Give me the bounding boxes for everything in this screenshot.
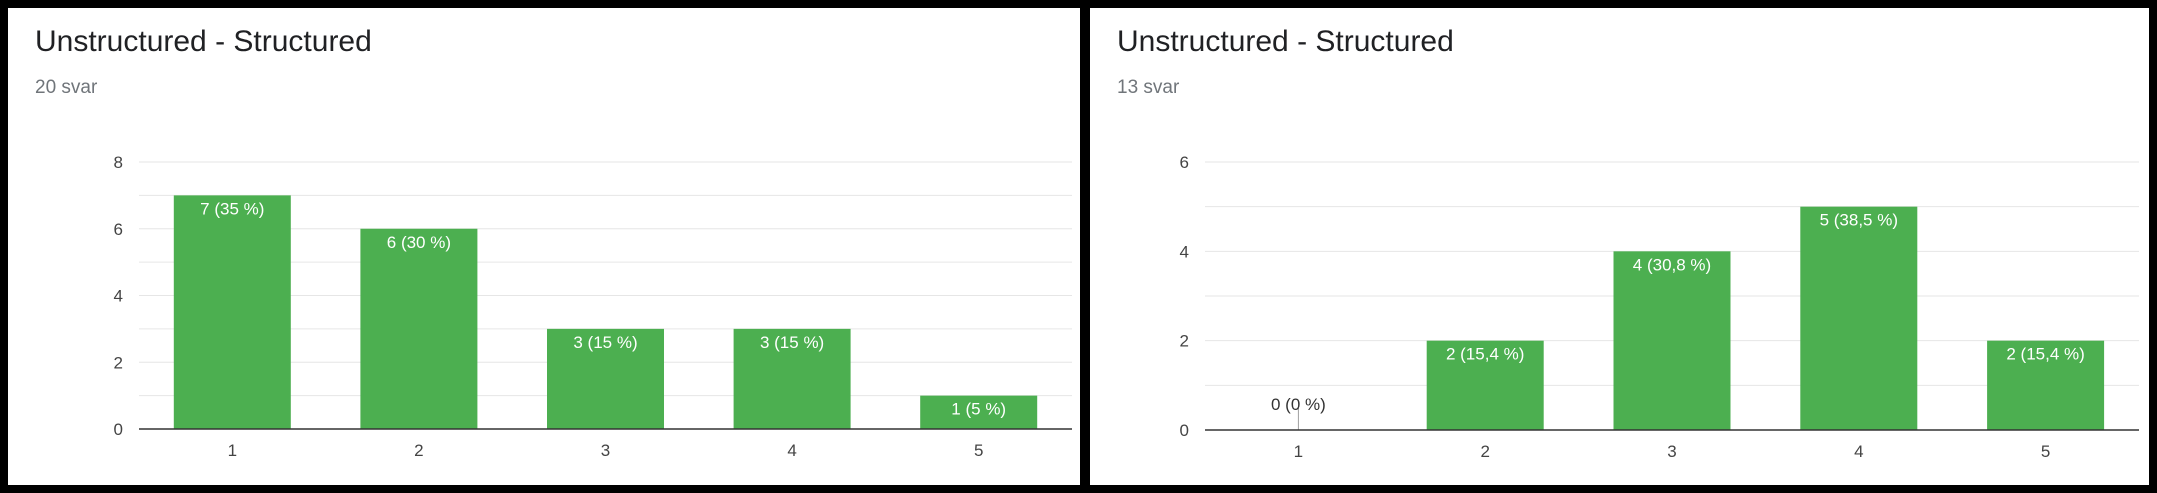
bar	[1800, 206, 1918, 430]
bar-data-label: 1 (5 %)	[951, 400, 1006, 419]
bar-data-label: 5 (38,5 %)	[1820, 211, 1898, 230]
x-tick-label: 3	[601, 441, 610, 460]
x-tick-label: 5	[974, 441, 983, 460]
response-count: 13 svar	[1117, 77, 1180, 98]
chart-title: Unstructured - Structured	[1117, 25, 1454, 58]
bar	[733, 328, 851, 429]
x-tick-label: 1	[1294, 442, 1303, 461]
bar-data-label: 3 (15 %)	[573, 333, 637, 352]
y-tick-label: 0	[114, 420, 123, 439]
bar-data-label: 2 (15,4 %)	[1446, 345, 1524, 364]
bar	[360, 228, 478, 429]
bar-data-label: 6 (30 %)	[387, 233, 451, 252]
bar	[173, 195, 291, 429]
bar	[547, 328, 664, 429]
y-tick-label: 2	[1180, 332, 1189, 351]
bar-data-label: 7 (35 %)	[200, 199, 264, 218]
bar-chart-left: 0 2 4 6 8 7 (35 %) 1 6 (30 %) 2 3 (15 %) 3 3 (15 %)…	[114, 153, 1072, 460]
y-tick-label: 0	[1180, 421, 1189, 440]
bar-data-label: 2 (15,4 %)	[2006, 345, 2084, 364]
chart-title: Unstructured - Structured	[35, 25, 372, 58]
bar	[920, 395, 1038, 429]
bar-data-label: 3 (15 %)	[760, 333, 824, 352]
x-tick-label: 2	[414, 441, 423, 460]
x-tick-label: 4	[787, 441, 796, 460]
bar-data-label: 4 (30,8 %)	[1633, 255, 1711, 274]
bar-chart-right: 0 2 4 6 0 (0 %) 1 2 (15,4 %) 2 4 (30,8 %) 3 5 (38,…	[1180, 153, 2139, 461]
chart-panel-left: Unstructured - Structured 20 svar 0 2 4 6 8 7…	[8, 8, 1080, 485]
y-tick-label: 8	[114, 153, 123, 172]
x-tick-label: 1	[228, 441, 237, 460]
y-tick-label: 2	[114, 353, 123, 372]
x-tick-label: 4	[1854, 442, 1863, 461]
x-tick-label: 5	[2041, 442, 2050, 461]
bar	[1613, 251, 1731, 430]
bar	[1426, 340, 1544, 430]
y-tick-label: 6	[114, 220, 123, 239]
x-tick-label: 3	[1667, 442, 1676, 461]
y-tick-label: 6	[1180, 153, 1189, 172]
y-tick-label: 4	[114, 287, 123, 306]
bar-data-label: 0 (0 %)	[1271, 395, 1326, 414]
response-count: 20 svar	[35, 77, 98, 98]
bar	[1987, 340, 2105, 430]
y-tick-label: 4	[1180, 242, 1189, 261]
chart-panel-right: Unstructured - Structured 13 svar 0 2 4 6 0 …	[1090, 8, 2149, 485]
x-tick-label: 2	[1480, 442, 1489, 461]
